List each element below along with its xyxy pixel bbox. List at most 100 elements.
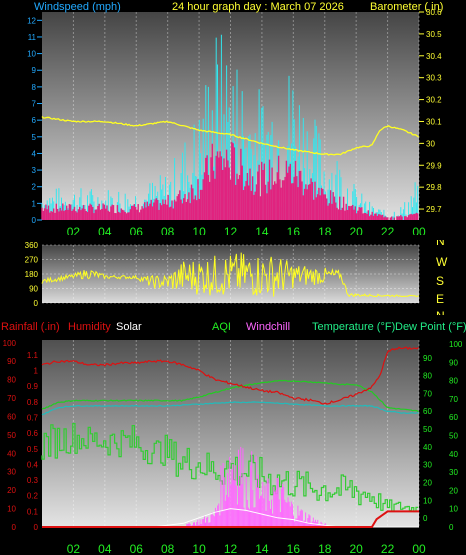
y-tick-label: 30 [449,468,458,477]
y-tick-label: 10 [423,496,432,505]
y-tick-label: 29.9 [426,161,442,170]
y-tick-label: 100 [3,339,17,348]
y-tick-label: 5 [32,133,37,142]
x-tick-label: 02 [67,225,81,235]
x-tick-label: 18 [318,225,332,235]
y-tick-label: 50 [7,431,16,440]
x-tick-label: 00 [412,225,426,235]
y-tick-label: 50 [449,432,458,441]
x-tick-label: 20 [349,225,363,235]
y-tick-label: 2 [32,183,37,192]
x-tick-label: 04 [98,225,112,235]
y-tick-label: 20 [449,486,458,495]
y-tick-label: 29.7 [426,205,442,214]
x-tick-label: 14 [255,225,269,235]
y-tick-label: 6 [32,116,37,125]
x-tick-label: 10 [192,542,206,555]
y-tick-label: 90 [423,354,432,363]
y-tick-label: 60 [449,413,458,422]
y-tick-label: 70 [423,389,432,398]
y-tick-label: 10 [27,50,36,59]
x-tick-label: 06 [130,542,144,555]
y-tick-label: 7 [32,100,37,109]
dewpoint-line [41,401,419,416]
x-tick-label: 08 [161,225,175,235]
x-tick-label: 10 [192,225,206,235]
barometer-line [41,116,419,156]
y-tick-label: 70 [7,394,16,403]
y-tick-label: 70 [449,395,458,404]
y-tick-label: 0.7 [27,414,39,423]
legend-rainfall: Rainfall (.in) [1,321,60,333]
legend-solar: Solar [116,321,142,333]
legend-humidity: Humidity [68,321,111,333]
solar-line [42,508,419,528]
compass-label: N [436,240,445,248]
y-tick-label: 90 [29,285,38,294]
y-tick-label: 20 [7,486,16,495]
y-tick-label: 60 [7,412,16,421]
y-tick-label: 80 [7,376,16,385]
y-tick-label: 1 [32,199,37,208]
y-tick-label: 60 [423,407,432,416]
y-tick-label: 0.9 [27,382,39,391]
legend-temperature: Temperature (°F) [312,321,395,333]
y-tick-label: 0 [34,299,39,308]
compass-label: W [436,255,448,269]
y-tick-label: 0 [32,216,37,225]
x-tick-label: 22 [381,225,395,235]
aqi-line [41,423,419,513]
y-tick-label: 40 [7,449,16,458]
y-tick-label: 0 [34,523,39,532]
y-tick-label: 0 [449,523,454,532]
y-tick-label: 90 [449,358,458,367]
chart-title: 24 hour graph day : March 07 2026 [172,1,344,13]
x-tick-label: 20 [349,542,363,555]
y-tick-label: 3 [32,166,37,175]
y-tick-label: 0 [423,514,428,523]
y-tick-label: 30 [426,139,435,148]
y-tick-label: 0.5 [27,445,39,454]
humidity-line [41,346,419,405]
x-tick-label: 16 [287,225,301,235]
windspeed-axis-label: Windspeed (mph) [34,1,121,13]
y-tick-label: 30.3 [426,74,442,83]
x-tick-label: 04 [98,542,112,555]
y-tick-label: 29.8 [426,183,442,192]
y-tick-label: 180 [25,270,39,279]
y-tick-label: 0.8 [27,398,39,407]
y-tick-label: 1.1 [27,351,39,360]
y-tick-label: 20 [423,478,432,487]
y-tick-label: 360 [25,241,39,250]
rainfall-line [42,510,419,528]
legend-dewpoint: Dew Point (°F) [395,321,466,333]
y-tick-label: 0 [12,523,17,532]
y-tick-label: 30.2 [426,96,442,105]
y-tick-label: 90 [7,357,16,366]
y-tick-label: 10 [449,505,458,514]
y-tick-label: 270 [25,256,39,265]
x-tick-label: 12 [224,225,238,235]
x-tick-label: 18 [318,542,332,555]
y-tick-label: 0.1 [27,507,39,516]
y-tick-label: 0.6 [27,429,39,438]
y-tick-label: 50 [423,425,432,434]
y-tick-label: 9 [32,66,37,75]
y-tick-label: 11 [28,33,37,42]
y-tick-label: 12 [27,16,36,25]
y-tick-label: 4 [32,149,37,158]
legend-aqi: AQI [212,321,231,333]
y-tick-label: 1 [34,367,39,376]
x-tick-label: 16 [287,542,301,555]
plot-background [42,245,419,303]
compass-label: N [436,309,445,315]
y-tick-label: 80 [423,372,432,381]
y-tick-label: 8 [32,83,37,92]
barometer-axis-label: Barometer ( in) [370,1,443,13]
y-tick-label: 0.3 [27,476,39,485]
y-tick-label: 40 [423,443,432,452]
x-tick-label: 12 [224,542,238,555]
